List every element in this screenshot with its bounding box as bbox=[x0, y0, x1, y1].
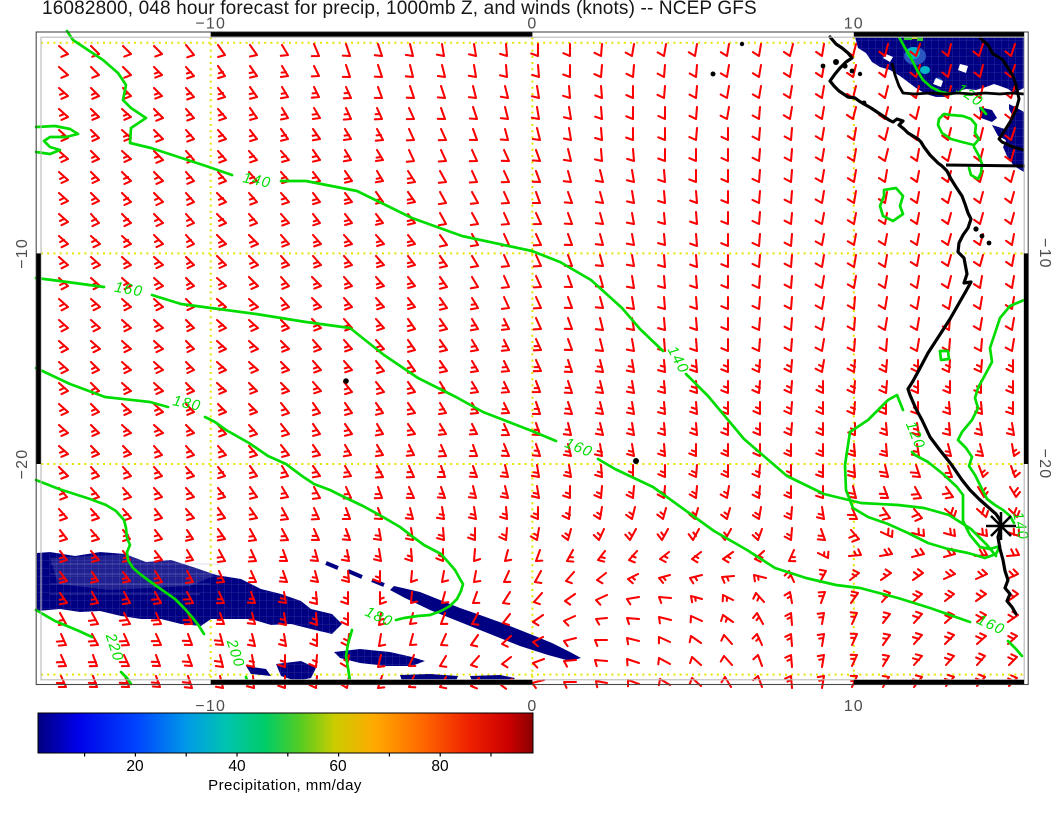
svg-text:16082800, 048 hour forecast fo: 16082800, 048 hour forecast for precip, … bbox=[42, 0, 757, 19]
svg-text:−10: −10 bbox=[195, 16, 226, 33]
svg-text:10: 10 bbox=[844, 698, 864, 715]
svg-text:140: 140 bbox=[1009, 510, 1032, 542]
svg-text:−20: −20 bbox=[1036, 449, 1053, 480]
svg-text:80: 80 bbox=[431, 758, 449, 775]
svg-text:180: 180 bbox=[171, 392, 203, 415]
svg-text:Precipitation, mm/day: Precipitation, mm/day bbox=[208, 777, 362, 794]
svg-text:140: 140 bbox=[241, 169, 273, 192]
svg-text:−10: −10 bbox=[195, 698, 226, 715]
svg-text:160: 160 bbox=[113, 279, 144, 301]
svg-text:−10: −10 bbox=[1036, 238, 1053, 269]
svg-text:60: 60 bbox=[329, 758, 347, 775]
svg-text:0: 0 bbox=[527, 16, 537, 33]
svg-text:20: 20 bbox=[126, 758, 144, 775]
svg-text:−10: −10 bbox=[14, 238, 31, 269]
svg-text:40: 40 bbox=[228, 758, 246, 775]
svg-text:−20: −20 bbox=[14, 449, 31, 480]
svg-text:10: 10 bbox=[844, 16, 864, 33]
svg-text:0: 0 bbox=[527, 698, 537, 715]
